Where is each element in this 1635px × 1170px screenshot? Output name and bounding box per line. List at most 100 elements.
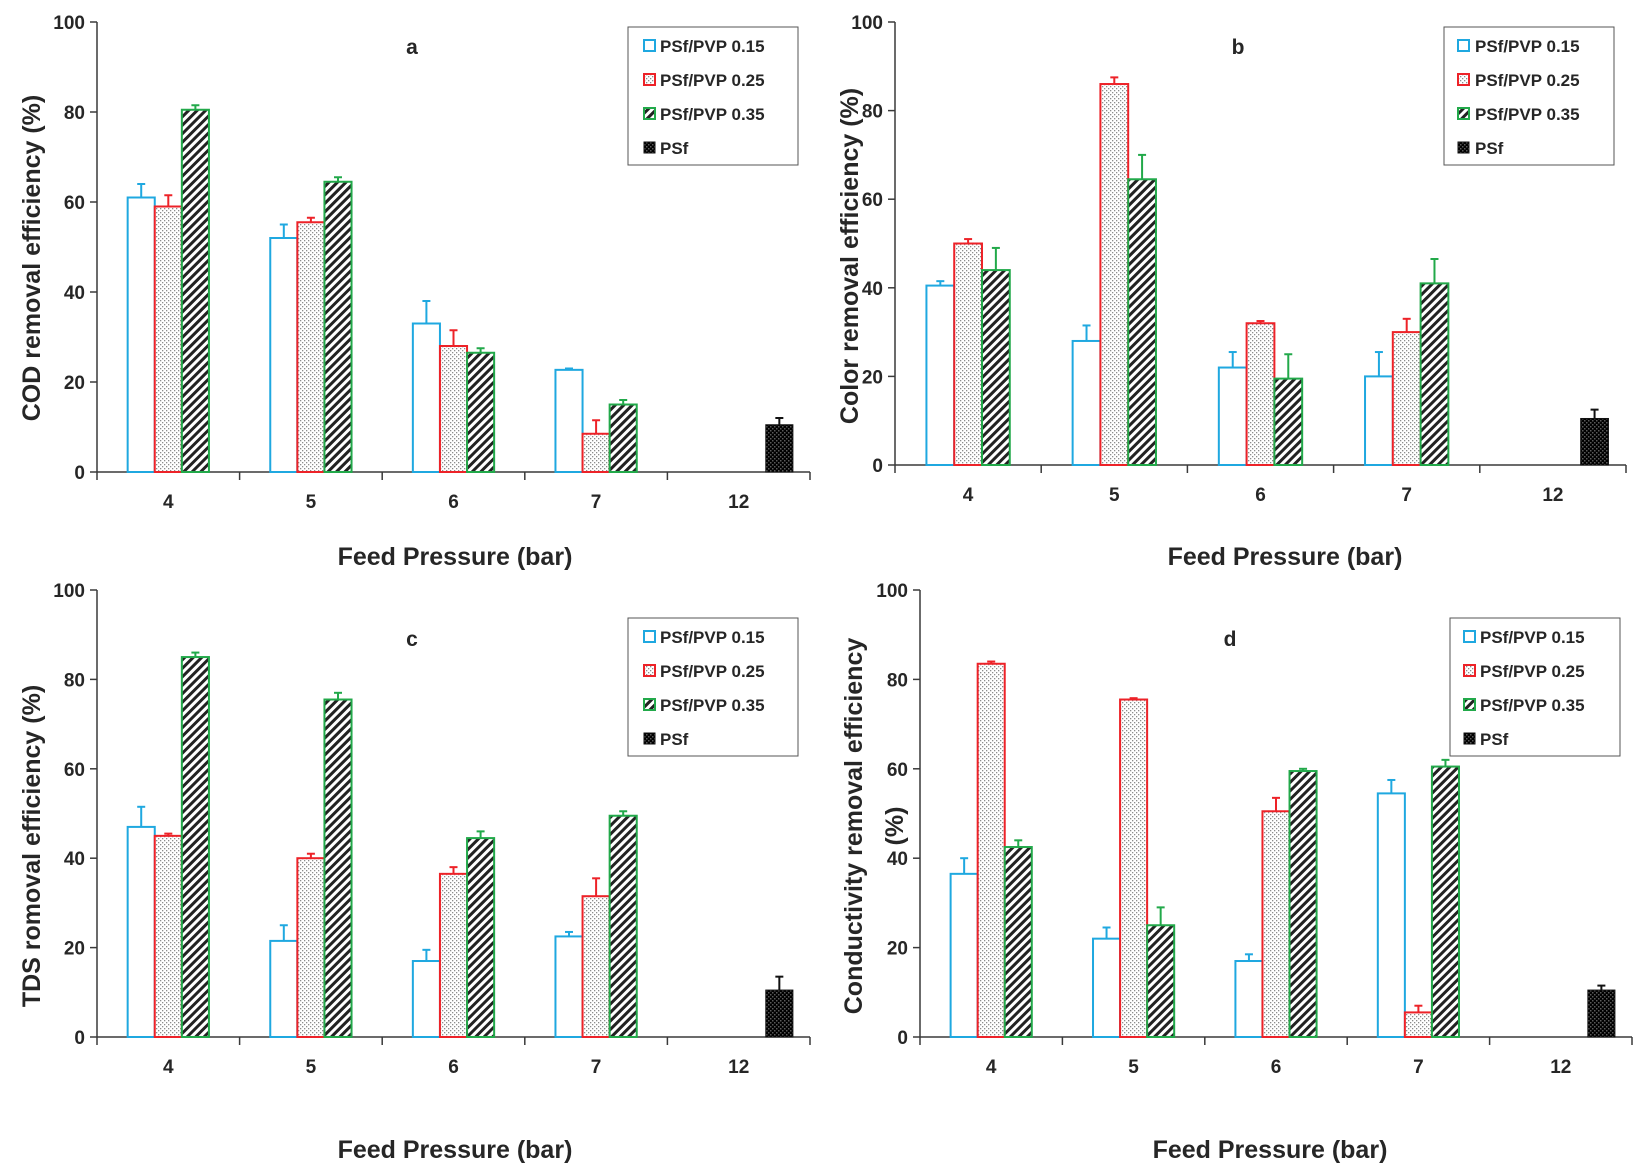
panel-b-bar-psf-pvp-0-15-7 [1364,375,1394,466]
panel-c-x-tick-label: 5 [306,1057,317,1078]
panel-a-y-axis-title: COD removal efficiency (%) [18,95,46,422]
panel-c-bar-psf-pvp-0-15-4 [126,825,156,1038]
panel-c-legend-swatch-psf-pvp-035 [643,698,656,711]
panel-b-x-tick-label: 4 [963,485,974,506]
panel-d-bar-psf-pvp-0-35-5 [1146,924,1176,1038]
panel-b-legend-label-psf-pvp-025: PSf/PVP 0.25 [1475,71,1580,90]
panel-d-bar-psf-pvp-0-15-5 [1092,937,1122,1038]
panel-d-bar-psf-pvp-0-35-6 [1288,770,1318,1038]
panel-d-x-axis-title: Feed Pressure (bar) [1153,1136,1388,1164]
panel-b-legend-label-psf: PSf [1475,139,1504,158]
panel-c-legend-label-psf: PSf [660,730,689,749]
panel-c-bar-psf-pvp-0-25-4 [153,834,183,1038]
panel-a-y-tick-label: 80 [64,103,85,124]
panel-d-bar-psf-pvp-0-25-4 [976,662,1006,1038]
panel-a-bar-psf-pvp-0-25-6 [438,345,469,473]
panel-b-y-tick-label: 60 [862,190,883,211]
panel-d-x-tick-label: 4 [986,1057,997,1078]
panel-d-bar-psf-pvp-0-25-6 [1261,810,1291,1039]
panel-d-legend-box [1449,617,1621,757]
panel-a-y-tick-label: 0 [74,463,85,484]
panel-b-bar-psf-pvp-0-25-5 [1099,83,1130,467]
panel-b-bar-psf-pvp-0-25-6 [1245,322,1276,466]
panel-b-legend: PSf/PVP 0.15 PSf/PVP 0.25 PSf/PVP 0.35 P… [1443,26,1615,166]
panel-c-bar-psf-pvp-0-25-6 [438,872,469,1038]
panel-a-bar-psf-pvp-0-35-4 [180,108,210,473]
panel-d: 0 20 40 60 80 100 4 5 6 7 12 d Feed Pressure (bar)… [840,581,1633,1164]
panel-d-y-axis-title-line-1: Conductivity removal efficiency [840,638,868,1015]
panel-c-x-tick-label: 6 [448,1057,459,1078]
panel-d-x-tick-label: 12 [1550,1057,1571,1078]
panel-a-bar-psf-pvp-0-35-7 [608,403,638,473]
panel-a-bar-psf-12 [765,424,794,473]
panel-d-legend: PSf/PVP 0.15 PSf/PVP 0.25 PSf/PVP 0.35 P… [1449,617,1621,757]
panel-c-bar-psf-pvp-0-35-6 [466,837,496,1039]
panel-d-bar-psf-pvp-0-15-7 [1376,792,1406,1039]
panel-a-y-tick-label: 20 [64,373,85,394]
panel-b-bar-psf-pvp-0-35-4 [980,269,1011,466]
panel-b-x-axis-title: Feed Pressure (bar) [1168,543,1403,571]
panel-d-y-axis-title-line-2: (%) [881,807,909,846]
panel-d-bar-psf-pvp-0-35-7 [1430,765,1460,1038]
panel-a-legend: PSf/PVP 0.15 PSf/PVP 0.25 PSf/PVP 0.35 P… [627,26,799,166]
panel-a-legend-box [627,26,799,166]
panel-a-legend-label-psf-pvp-025: PSf/PVP 0.25 [660,71,765,90]
panel-c-bar-psf-pvp-0-35-4 [180,656,210,1038]
panel-c-y-tick-label: 40 [64,849,85,870]
panel-b-x-tick-label: 6 [1255,485,1266,506]
panel-a-x-tick-label: 7 [591,492,602,513]
panel-d-y-tick-label: 60 [887,760,908,781]
panel-d-legend-label-psf: PSf [1480,730,1509,749]
panel-d-legend-swatch-psf-pvp-035 [1463,698,1476,711]
panel-c-bar-psf-12 [765,989,794,1038]
panel-c: 0 20 40 60 80 100 4 5 6 7 12 c Feed Pressure (bar)… [18,581,811,1164]
panel-d-y-tick-label: 100 [876,581,908,602]
panel-b-bar-psf-12 [1580,417,1609,466]
panel-d-bar-psf-pvp-0-25-5 [1119,698,1149,1038]
panel-b-bar-psf-pvp-0-25-4 [953,242,983,466]
panel-d-legend-label-psf-pvp-035: PSf/PVP 0.35 [1480,696,1585,715]
panel-a-x-tick-label: 6 [448,492,459,513]
panel-c-bar-psf-pvp-0-25-5 [296,857,326,1039]
panel-c-letter: c [406,628,418,651]
panel-a-bar-psf-pvp-0-25-7 [581,432,611,473]
panel-a-letter: a [406,36,418,59]
panel-c-legend-label-psf-pvp-025: PSf/PVP 0.25 [660,662,765,681]
panel-a-legend-label-psf: PSf [660,139,689,158]
panel-a-bar-psf-pvp-0-15-5 [269,237,299,473]
panel-c-legend-swatch-psf-pvp-015 [643,630,656,643]
panel-c-legend-box [627,617,799,757]
panel-d-y-tick-label: 20 [887,939,908,960]
panel-a-legend-label-psf-pvp-035: PSf/PVP 0.35 [660,105,765,124]
panel-a-bar-psf-pvp-0-15-7 [554,368,584,474]
panel-d-letter: d [1224,628,1237,651]
panel-d-y-tick-label: 40 [887,849,908,870]
panel-a-plot-area: 0 20 40 60 80 100 4 5 6 7 12 [53,13,811,513]
panel-b-legend-label-psf-pvp-015: PSf/PVP 0.15 [1475,37,1580,56]
panel-b-y-axis-title: Color removal efficiency (%) [836,88,864,424]
panel-b-legend-label-psf-pvp-035: PSf/PVP 0.35 [1475,105,1580,124]
panel-b-x-tick-label: 7 [1401,485,1412,506]
panel-b-letter: b [1232,36,1245,59]
panel-c-x-axis-title: Feed Pressure (bar) [338,1136,573,1164]
panel-d-x-tick-label: 6 [1271,1057,1282,1078]
panel-c-bar-psf-pvp-0-35-7 [608,814,638,1038]
panel-c-legend-swatch-psf [643,732,656,745]
panel-d-y-tick-label: 0 [897,1028,908,1049]
panel-c-y-tick-label: 20 [64,939,85,960]
panel-c-bar-psf-pvp-0-35-5 [323,698,353,1038]
panel-a-legend-label-psf-pvp-015: PSf/PVP 0.15 [660,37,765,56]
panel-c-bar-psf-pvp-0-25-7 [581,895,611,1038]
panel-a-x-tick-label: 4 [163,492,174,513]
panel-c-y-tick-label: 100 [53,581,85,602]
panel-a-bar-psf-pvp-0-35-6 [466,351,496,473]
panel-d-x-tick-label: 7 [1413,1057,1424,1078]
panel-b-y-tick-label: 0 [872,456,883,477]
panel-b-legend-swatch-psf-pvp-015 [1457,39,1470,52]
panel-b-plot-area: 0 20 40 60 80 100 4 5 6 7 12 [851,13,1627,506]
panel-c-legend-label-psf-pvp-015: PSf/PVP 0.15 [660,628,765,647]
panel-c-x-tick-label: 4 [163,1057,174,1078]
panel-c-legend-swatch-psf-pvp-025 [643,664,656,677]
panel-b-x-tick-label: 12 [1542,485,1563,506]
panel-d-bar-psf-pvp-0-15-6 [1234,960,1264,1039]
